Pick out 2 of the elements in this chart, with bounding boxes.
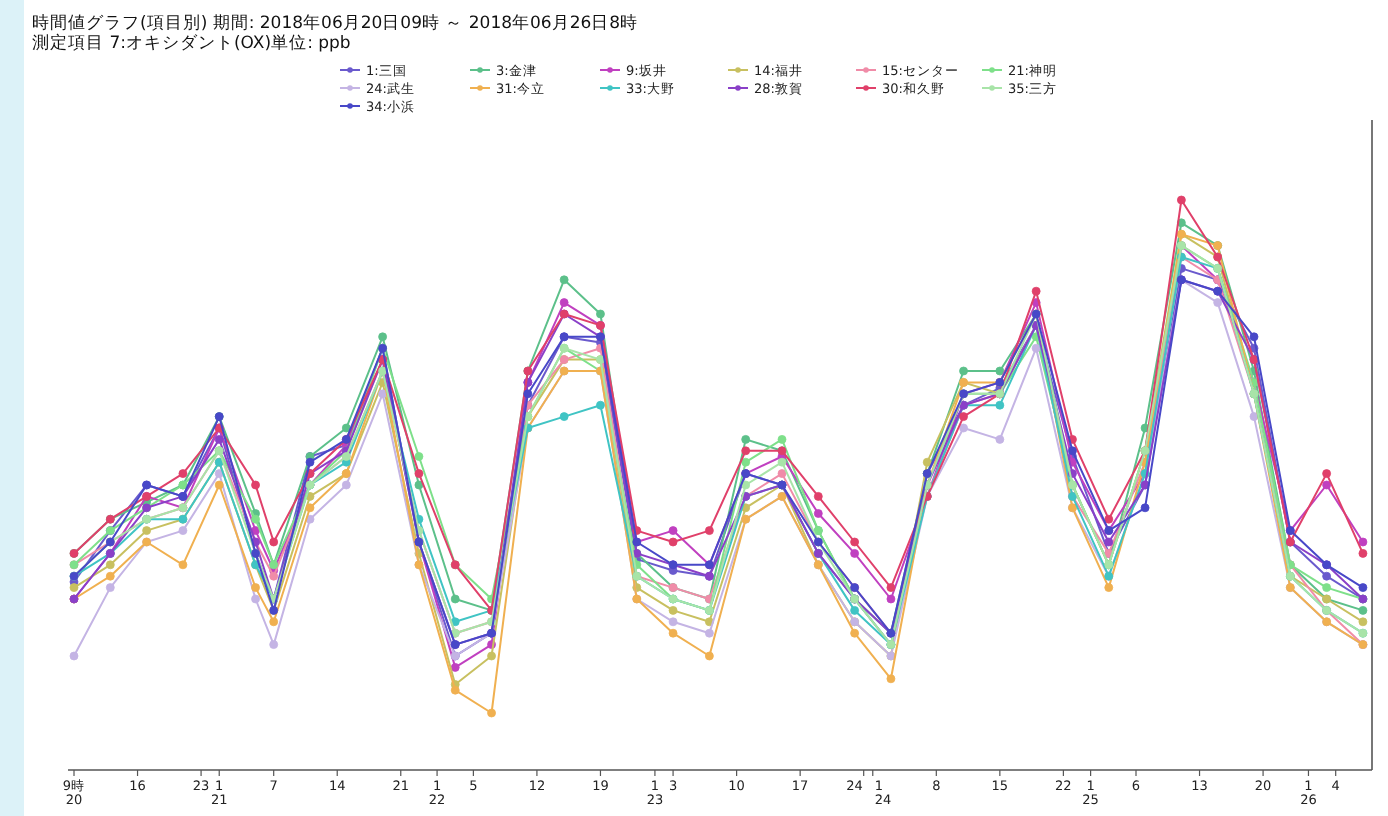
chart-subtitle: 測定項目 7:オキシダント(OX)単位: ppb: [32, 32, 351, 54]
chart-title: 時間値グラフ(項目別) 期間: 2018年06月20日09時 ～ 2018年06月26日8時: [32, 12, 639, 34]
